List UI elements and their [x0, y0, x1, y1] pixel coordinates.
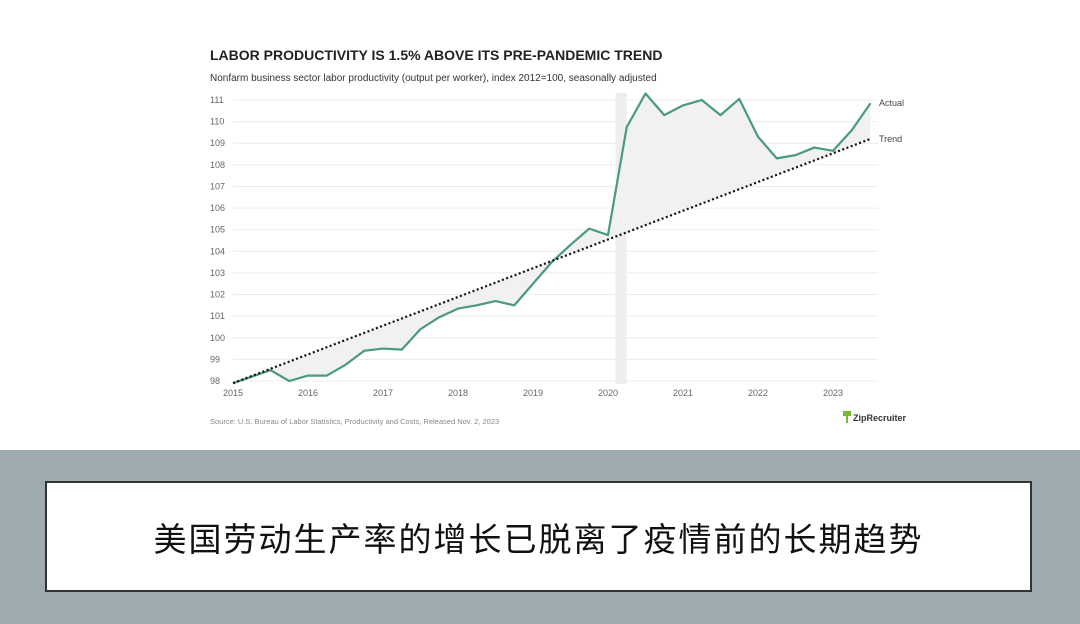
caption-text: 美国劳动生产率的增长已脱离了疫情前的长期趋势 — [153, 519, 924, 559]
shaded-region-layer — [615, 93, 627, 384]
y-tick-label: 106 — [210, 203, 225, 213]
y-tick-label: 101 — [210, 311, 225, 321]
x-tick-label: 2018 — [448, 388, 468, 398]
ziprecruiter-logo: ZipRecruiter — [843, 411, 907, 423]
pandemic-shaded-band — [615, 93, 627, 384]
y-tick-label: 98 — [210, 376, 220, 386]
x-tick-label: 2019 — [523, 388, 543, 398]
chart-subtitle: Nonfarm business sector labor productivi… — [210, 73, 657, 84]
y-tick-label: 103 — [210, 268, 225, 278]
line-chart: LABOR PRODUCTIVITY IS 1.5% ABOVE ITS PRE… — [210, 47, 907, 426]
series-layer — [232, 92, 872, 385]
chart-panel: LABOR PRODUCTIVITY IS 1.5% ABOVE ITS PRE… — [0, 0, 1080, 450]
gap-fill-area — [233, 93, 871, 384]
ziprecruiter-logo-text: ZipRecruiter — [853, 413, 907, 423]
x-tick-label: 2020 — [598, 388, 618, 398]
y-tick-label: 100 — [210, 333, 225, 343]
x-tick-label: 2023 — [823, 388, 843, 398]
series-labels: Actual Trend — [879, 98, 904, 144]
x-tick-label: 2017 — [373, 388, 393, 398]
y-tick-label: 108 — [210, 160, 225, 170]
x-tick-label: 2022 — [748, 388, 768, 398]
gridlines — [233, 99, 878, 382]
y-tick-label: 110 — [210, 117, 224, 127]
series-line-trend — [232, 137, 871, 385]
x-tick-label: 2015 — [223, 388, 243, 398]
x-tick-label: 2016 — [298, 388, 318, 398]
gap-fill-layer — [233, 93, 871, 384]
y-tick-label: 104 — [210, 246, 225, 256]
y-tick-label: 111 — [210, 95, 224, 105]
x-tick-label: 2021 — [673, 388, 693, 398]
chart-source: Source: U.S. Bureau of Labor Statistics,… — [210, 417, 499, 426]
series-label-actual: Actual — [879, 98, 904, 108]
x-axis-ticks: 2015 2016 2017 2018 2019 2020 2021 2022 2023 — [223, 388, 843, 398]
y-tick-label: 109 — [210, 138, 225, 148]
y-tick-label: 105 — [210, 225, 225, 235]
chart-title: LABOR PRODUCTIVITY IS 1.5% ABOVE ITS PRE… — [210, 47, 662, 63]
ziprecruiter-logo-icon — [843, 411, 851, 423]
y-axis-ticks: 98 99 100 101 102 103 104 105 106 107 108 109 110 111 — [210, 95, 225, 386]
y-tick-label: 107 — [210, 181, 225, 191]
caption-box: 美国劳动生产率的增长已脱离了疫情前的长期趋势 — [45, 481, 1032, 592]
series-line-actual — [232, 92, 872, 385]
y-tick-label: 102 — [210, 290, 225, 300]
y-tick-label: 99 — [210, 354, 220, 364]
series-label-trend: Trend — [879, 134, 902, 144]
